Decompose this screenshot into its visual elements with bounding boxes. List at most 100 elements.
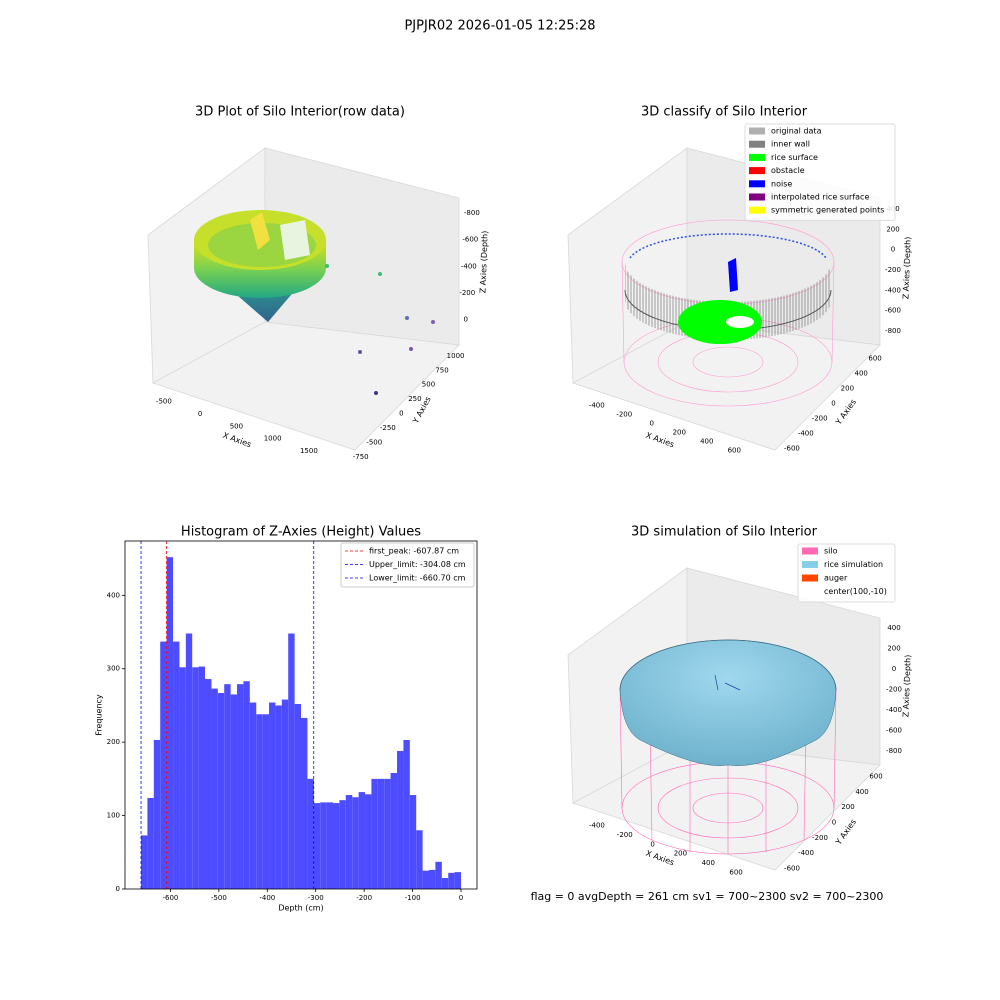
pane: [151, 321, 460, 451]
z-tick-label: 400: [887, 624, 900, 632]
bar: [390, 773, 398, 889]
x-tick-label: -200: [616, 411, 632, 419]
z-tick-label: -200: [459, 289, 475, 297]
legend-swatch: [802, 561, 818, 568]
x-tick-label: -400: [589, 402, 605, 410]
x-axis-label: Depth (cm): [278, 904, 323, 913]
bar: [397, 750, 404, 889]
x-tick-label: -400: [589, 822, 605, 830]
bar: [326, 802, 334, 889]
legend-swatch: [749, 180, 765, 188]
x-tick-label: -200: [356, 894, 372, 902]
z-axis-label: Z Axies (Depth): [901, 655, 912, 718]
bar: [205, 679, 212, 889]
y-tick-label: 0: [399, 410, 403, 418]
z-tick-label: 200: [886, 225, 899, 233]
bar: [422, 870, 430, 889]
blob: [280, 220, 310, 260]
legend-swatch: [749, 140, 765, 148]
y-tick-label: 200: [841, 385, 854, 393]
legend-label: Upper_limit: -304.08 cm: [369, 560, 466, 569]
bar: [211, 688, 218, 889]
y-tick-label: 1000: [447, 352, 465, 360]
bar: [352, 797, 359, 889]
x-tick-label: 200: [674, 850, 687, 858]
x-axis-label: X Axies: [222, 431, 253, 450]
bar: [320, 802, 327, 889]
z-axis-label: Z Axies (Depth): [901, 237, 912, 300]
bar: [147, 797, 154, 889]
legend-label: symmetric generated points: [771, 206, 884, 215]
bar: [435, 861, 442, 889]
y-tick-label: -400: [798, 430, 814, 438]
bar: [249, 702, 257, 889]
y-tick-label: -400: [798, 849, 814, 857]
x-axis-label: X Axies: [645, 431, 676, 450]
bar: [230, 694, 238, 889]
legend-swatch: [749, 127, 765, 135]
x-tick-label: -300: [308, 894, 324, 902]
z-tick-label: -600: [462, 236, 478, 244]
bar: [409, 795, 417, 889]
y-axis-label: Y Axies: [833, 818, 858, 848]
noise: [728, 258, 738, 292]
z-tick-label: -400: [885, 286, 901, 294]
bar: [345, 795, 353, 889]
z-tick-label: 0: [891, 246, 895, 254]
legend-label: original data: [771, 127, 822, 136]
axes-frame: [124, 540, 478, 890]
y-axis-label: Frequency: [95, 694, 104, 736]
x-tick-label: 200: [673, 429, 686, 437]
legend-label: interpolated rice surface: [771, 193, 869, 202]
points: [325, 264, 435, 395]
bar: [429, 869, 436, 889]
bar: [160, 641, 167, 889]
bar: [441, 877, 449, 889]
legend-label: rice simulation: [824, 560, 883, 569]
bar: [256, 714, 263, 889]
bar: [198, 666, 206, 889]
bar: [339, 800, 346, 889]
z-tick-label: -400: [461, 262, 477, 270]
x-tick-label: -100: [405, 894, 421, 902]
legend-box: [340, 542, 475, 588]
bar: [365, 794, 372, 889]
bar: [153, 739, 161, 889]
legend-label: center(100,-10): [824, 587, 887, 596]
chart-title: Histogram of Z-Axies (Height) Values: [181, 525, 421, 540]
blob: [250, 212, 270, 250]
bar: [377, 778, 385, 889]
bar: [448, 872, 455, 889]
y-tick-label: 200: [107, 738, 120, 746]
y-tick-label: 0: [831, 400, 835, 408]
y-tick-label: 250: [408, 395, 421, 403]
bar: [237, 684, 244, 889]
x-tick-label: 600: [728, 447, 741, 455]
legend-swatch: [749, 153, 765, 161]
rice-rim: [619, 639, 837, 691]
x-tick-label: 0: [198, 410, 202, 418]
bar: [192, 667, 199, 889]
bar: [141, 835, 148, 889]
plot3d-2: [567, 147, 881, 451]
bar: [454, 872, 462, 889]
y-tick-label: -750: [353, 453, 369, 461]
x-tick-label: 400: [702, 859, 715, 867]
z-tick-label: -400: [886, 706, 902, 714]
y-tick-label: -500: [366, 439, 382, 447]
bar: [416, 830, 423, 889]
bar: [301, 717, 308, 889]
bar: [288, 633, 295, 889]
y-axis-label: Y Axies: [833, 398, 858, 428]
legend-label: Lower_limit: -660.70 cm: [369, 574, 466, 583]
legend-label: auger: [824, 574, 848, 583]
bar: [179, 667, 186, 889]
z-tick-label: -600: [886, 726, 902, 734]
x-axis-label: X Axies: [645, 849, 676, 868]
pane: [571, 741, 881, 871]
y-tick-label: 600: [869, 773, 882, 781]
x-tick-label: -500: [156, 398, 172, 406]
legend-swatch: [802, 574, 818, 582]
z-tick-label: -800: [886, 747, 902, 755]
